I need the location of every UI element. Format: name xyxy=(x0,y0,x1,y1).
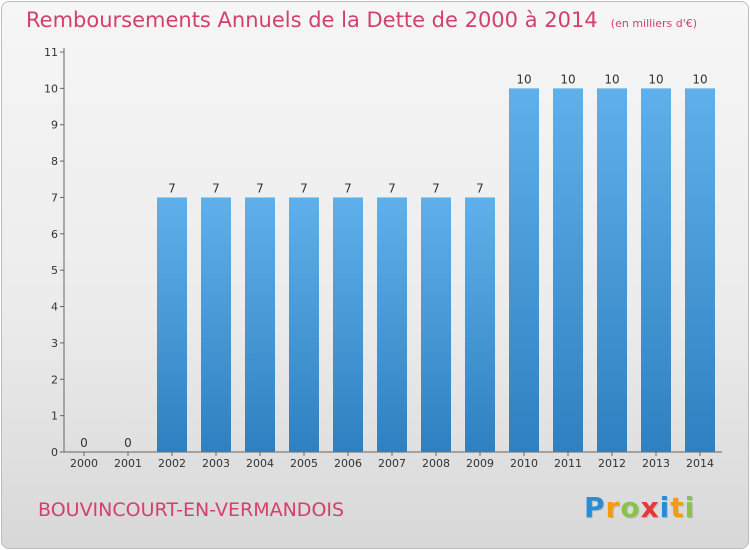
axes: 0 1 2 3 4 5 6 7 8 9 10 11 2000 2001 2002 2003 2004 2005 20… xyxy=(44,46,722,470)
data-label: 10 xyxy=(560,72,575,86)
data-label: 7 xyxy=(300,181,308,195)
data-label: 7 xyxy=(212,181,220,195)
logo-letter: i xyxy=(684,491,696,524)
x-tick-label: 2003 xyxy=(202,457,230,470)
x-tick-label: 2010 xyxy=(510,457,538,470)
proxiti-logo: Proxiti xyxy=(584,491,695,524)
bar xyxy=(641,88,671,452)
y-tick-label: 9 xyxy=(51,119,58,132)
y-tick-label: 10 xyxy=(44,82,58,95)
bar xyxy=(553,88,583,452)
data-label: 10 xyxy=(692,72,707,86)
y-tick-label: 0 xyxy=(51,446,58,459)
logo-letter: P xyxy=(584,491,606,524)
bar xyxy=(157,197,187,452)
data-label: 0 xyxy=(80,436,88,450)
logo-letter: o xyxy=(620,491,641,524)
logo-letter: t xyxy=(670,491,685,524)
x-tick-label: 2000 xyxy=(70,457,98,470)
data-label: 7 xyxy=(432,181,440,195)
bars: 0 0 7 7 7 7 7 7 7 7 10 10 10 10 10 xyxy=(80,72,715,452)
data-label: 10 xyxy=(648,72,663,86)
x-tick-label: 2005 xyxy=(290,457,318,470)
bar xyxy=(333,197,363,452)
x-tick-label: 2006 xyxy=(334,457,362,470)
y-tick-label: 2 xyxy=(51,373,58,386)
y-tick-label: 1 xyxy=(51,410,58,423)
logo-letter: r xyxy=(605,491,621,524)
data-label: 10 xyxy=(516,72,531,86)
chart-subtitle: (en milliers d'€) xyxy=(610,17,698,30)
y-tick-label: 4 xyxy=(51,301,58,314)
y-tick-label: 11 xyxy=(44,46,58,59)
y-tick-label: 8 xyxy=(51,155,58,168)
logo-letter: x xyxy=(640,491,660,524)
bar xyxy=(597,88,627,452)
data-label: 7 xyxy=(476,181,484,195)
logo-letter: i xyxy=(659,491,671,524)
commune-name: BOUVINCOURT-EN-VERMANDOIS xyxy=(38,499,345,521)
title-row: Remboursements Annuels de la Dette de 20… xyxy=(26,8,697,32)
bar xyxy=(465,197,495,452)
y-tick-label: 6 xyxy=(51,228,58,241)
x-tick-label: 2013 xyxy=(642,457,670,470)
y-tick-label: 3 xyxy=(51,337,58,350)
y-tick-label: 7 xyxy=(51,191,58,204)
x-tick-label: 2001 xyxy=(114,457,142,470)
x-tick-label: 2007 xyxy=(378,457,406,470)
bar xyxy=(509,88,539,452)
y-tick-label: 5 xyxy=(51,264,58,277)
x-tick-label: 2009 xyxy=(466,457,494,470)
data-label: 7 xyxy=(256,181,264,195)
x-tick-label: 2011 xyxy=(554,457,582,470)
x-tick-label: 2014 xyxy=(686,457,714,470)
bar xyxy=(245,197,275,452)
bar xyxy=(201,197,231,452)
bar xyxy=(421,197,451,452)
bar xyxy=(289,197,319,452)
bar xyxy=(377,197,407,452)
x-tick-label: 2004 xyxy=(246,457,274,470)
data-label: 10 xyxy=(604,72,619,86)
data-label: 0 xyxy=(124,436,132,450)
bar xyxy=(685,88,715,452)
data-label: 7 xyxy=(168,181,176,195)
chart-title: Remboursements Annuels de la Dette de 20… xyxy=(26,8,598,32)
data-label: 7 xyxy=(344,181,352,195)
x-tick-label: 2012 xyxy=(598,457,626,470)
data-label: 7 xyxy=(388,181,396,195)
x-tick-label: 2008 xyxy=(422,457,450,470)
x-tick-label: 2002 xyxy=(158,457,186,470)
